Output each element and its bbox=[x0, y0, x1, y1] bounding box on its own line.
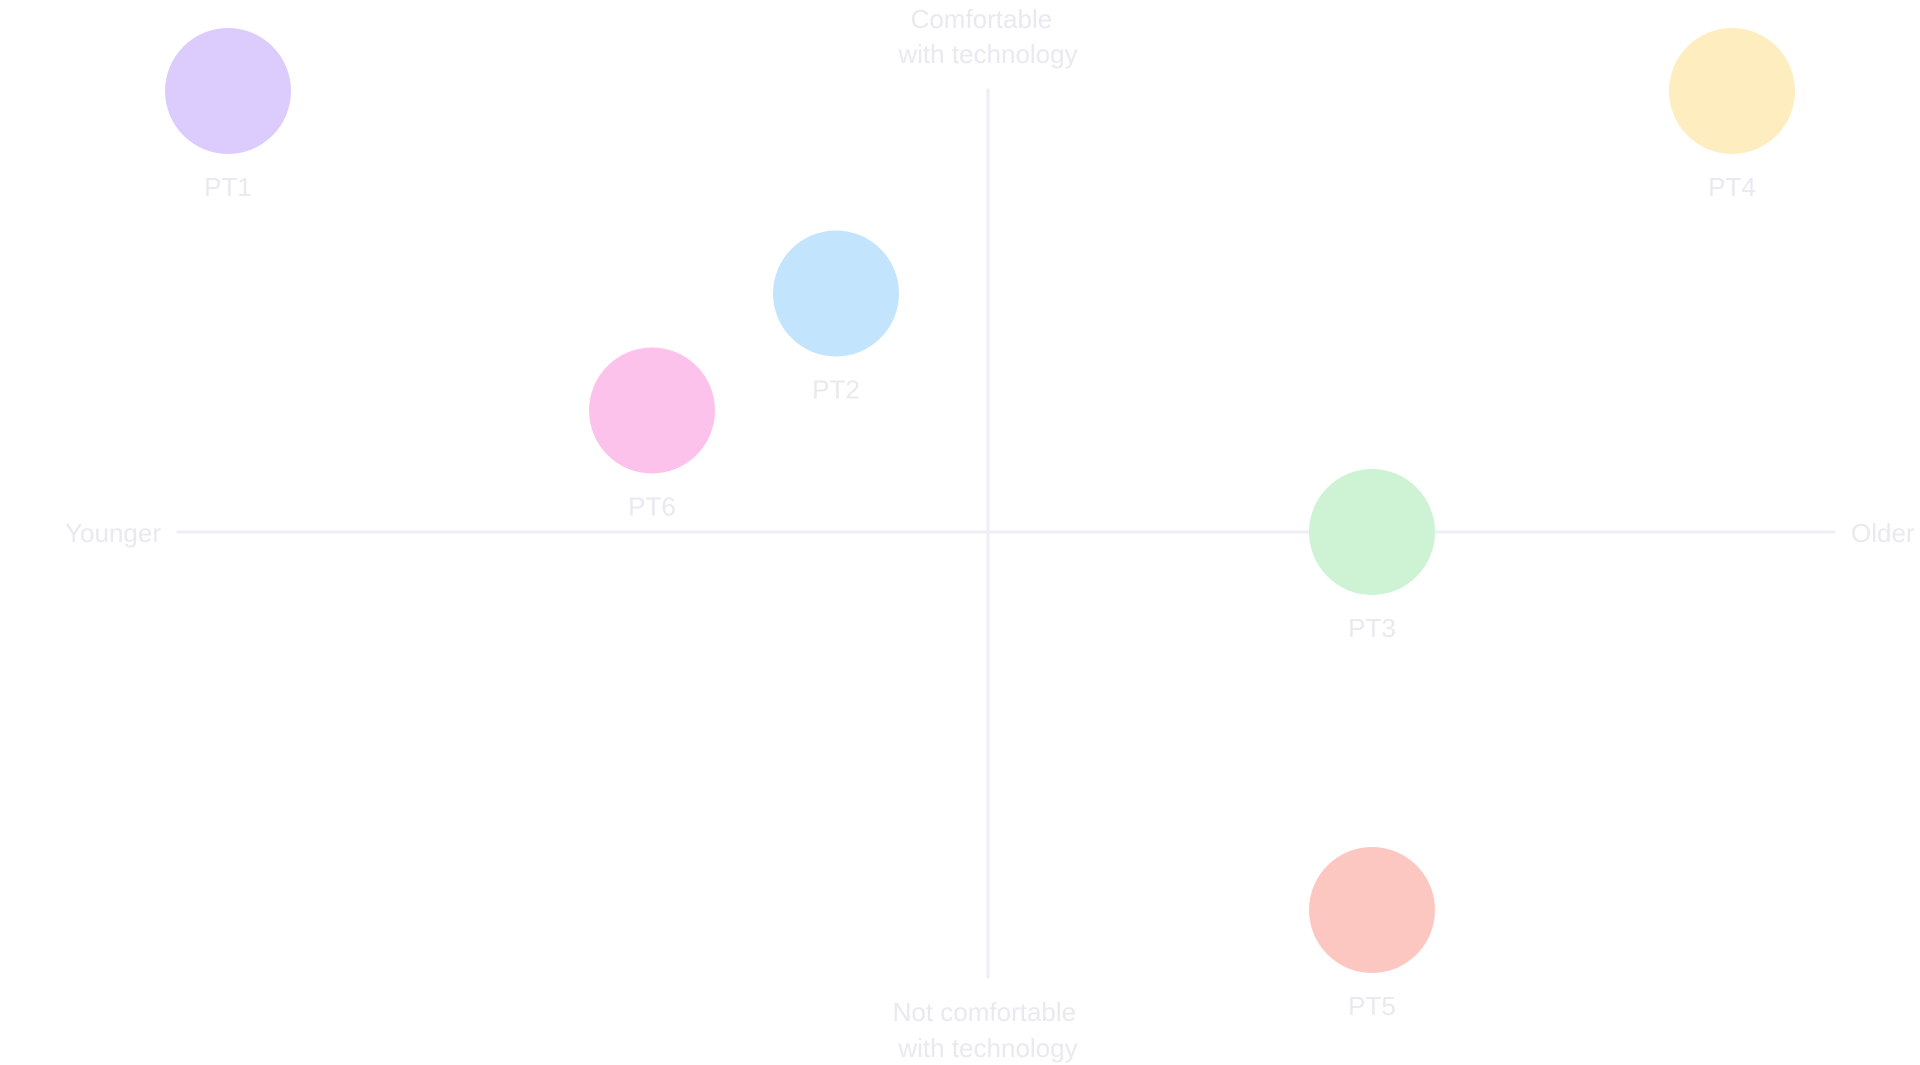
point-circle[interactable] bbox=[1669, 28, 1795, 154]
point-label: PT6 bbox=[628, 492, 676, 522]
points-layer: PT1 PT2 PT6 PT3 PT4 PT5 bbox=[165, 28, 1795, 1021]
top-axis-label-line2: with technology bbox=[897, 39, 1077, 69]
bottom-axis-label-line2: with technology bbox=[897, 1033, 1077, 1063]
point-pt6[interactable]: PT6 bbox=[589, 347, 715, 522]
point-pt2[interactable]: PT2 bbox=[773, 230, 899, 405]
point-circle[interactable] bbox=[1309, 469, 1435, 595]
point-label: PT3 bbox=[1348, 613, 1396, 643]
point-label: PT2 bbox=[812, 375, 860, 405]
point-circle[interactable] bbox=[589, 347, 715, 474]
point-circle[interactable] bbox=[773, 230, 899, 357]
left-axis-label: Younger bbox=[65, 518, 161, 548]
point-circle[interactable] bbox=[165, 28, 291, 154]
point-label: PT1 bbox=[204, 172, 252, 202]
point-circle[interactable] bbox=[1309, 847, 1435, 973]
top-axis-label: Comfortable with technology bbox=[897, 4, 1077, 69]
point-pt4[interactable]: PT4 bbox=[1669, 28, 1795, 202]
right-axis-label: Older bbox=[1851, 518, 1915, 548]
top-axis-label-line1: Comfortable bbox=[911, 4, 1053, 34]
point-label: PT5 bbox=[1348, 991, 1396, 1021]
point-pt5[interactable]: PT5 bbox=[1309, 847, 1435, 1021]
point-pt3[interactable]: PT3 bbox=[1309, 469, 1435, 643]
bottom-axis-label-line1: Not comfortable bbox=[893, 997, 1077, 1027]
point-label: PT4 bbox=[1708, 172, 1756, 202]
bottom-axis-label: Not comfortable with technology bbox=[893, 997, 1084, 1063]
point-pt1[interactable]: PT1 bbox=[165, 28, 291, 202]
